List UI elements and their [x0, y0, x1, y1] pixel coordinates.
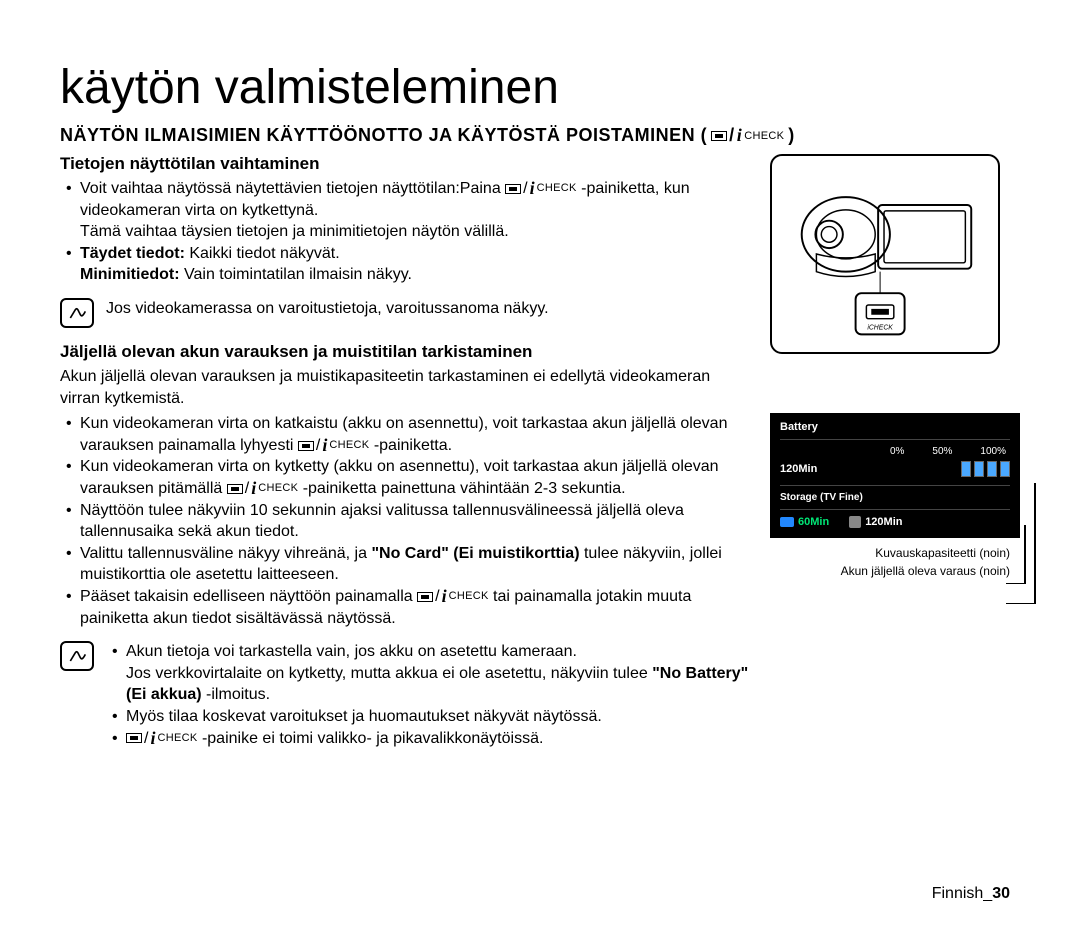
page-title: käytön valmisteleminen [60, 60, 1020, 115]
bd-time: 120Min [780, 463, 817, 475]
switching-item: Täydet tiedot: Kaikki tiedot näkyvät. Mi… [60, 243, 750, 286]
heading-text: NÄYTÖN ILMAISIMIEN KÄYTTÖÖNOTTO JA KÄYTÖ… [60, 125, 707, 146]
checking-item: Valittu tallennusväline näkyy vihreänä, … [60, 543, 750, 586]
checking-item: Näyttöön tulee näkyviin 10 sekunnin ajak… [60, 500, 750, 543]
checking-item: Pääset takaisin edelliseen näyttöön pain… [60, 586, 750, 629]
note2-item: / iCHECK -painike ei toimi valikko- ja p… [106, 728, 750, 750]
switching-list: Voit vaihtaa näytössä näytettävien tieto… [60, 178, 750, 286]
switching-item: Voit vaihtaa näytössä näytettävien tieto… [60, 178, 750, 243]
camera-illustration: iCHECK [770, 154, 1000, 354]
bd-bars [961, 461, 1010, 477]
note-block-2: Akun tietoja voi tarkastella vain, jos a… [60, 641, 750, 749]
bd-card: 120Min [849, 516, 902, 528]
note2-list: Akun tietoja voi tarkastella vain, jos a… [106, 641, 750, 749]
note2-item: Myös tilaa koskevat varoitukset ja huoma… [106, 706, 750, 728]
display-check-icon: / i CHECK [711, 125, 784, 146]
bd-scale: 0% 50% 100% [780, 446, 1010, 457]
display-check-icon: / iCHECK [505, 178, 576, 200]
battery-display: Battery 0% 50% 100% 120Min Storage (TV F… [770, 413, 1020, 538]
bd-storage-title: Storage (TV Fine) [780, 492, 1010, 503]
switching-heading: Tietojen näyttötilan vaihtaminen [60, 154, 750, 174]
display-check-icon: / iCHECK [298, 435, 369, 457]
svg-text:iCHECK: iCHECK [867, 324, 893, 331]
heading-end: ) [788, 125, 795, 146]
checking-intro: Akun jäljellä olevan varauksen ja muisti… [60, 366, 750, 409]
card-icon [849, 516, 861, 528]
leader-charge: Akun jäljellä oleva varaus (noin) [770, 564, 1020, 578]
checking-item: Kun videokameran virta on katkaistu (akk… [60, 413, 750, 456]
bd-title: Battery [780, 421, 1010, 433]
section-heading: NÄYTÖN ILMAISIMIEN KÄYTTÖÖNOTTO JA KÄYTÖ… [60, 125, 1020, 146]
page-footer: Finnish_30 [932, 885, 1010, 903]
note-icon [60, 298, 94, 328]
checking-list: Kun videokameran virta on katkaistu (akk… [60, 413, 750, 629]
checking-item: Kun videokameran virta on kytketty (akku… [60, 456, 750, 499]
note-block: Jos videokamerassa on varoitustietoja, v… [60, 298, 750, 328]
checking-heading: Jäljellä olevan akun varauksen ja muisti… [60, 342, 750, 362]
note-text: Jos videokamerassa on varoitustietoja, v… [106, 298, 750, 320]
display-check-icon: / iCHECK [417, 586, 488, 608]
bd-internal: 60Min [780, 516, 829, 528]
chip-icon [780, 517, 794, 527]
display-check-icon: / iCHECK [126, 728, 197, 750]
display-check-icon: / iCHECK [227, 478, 298, 500]
note-icon [60, 641, 94, 671]
leader-capacity: Kuvauskapasiteetti (noin) [770, 546, 1020, 560]
note2-item: Akun tietoja voi tarkastella vain, jos a… [106, 641, 750, 706]
